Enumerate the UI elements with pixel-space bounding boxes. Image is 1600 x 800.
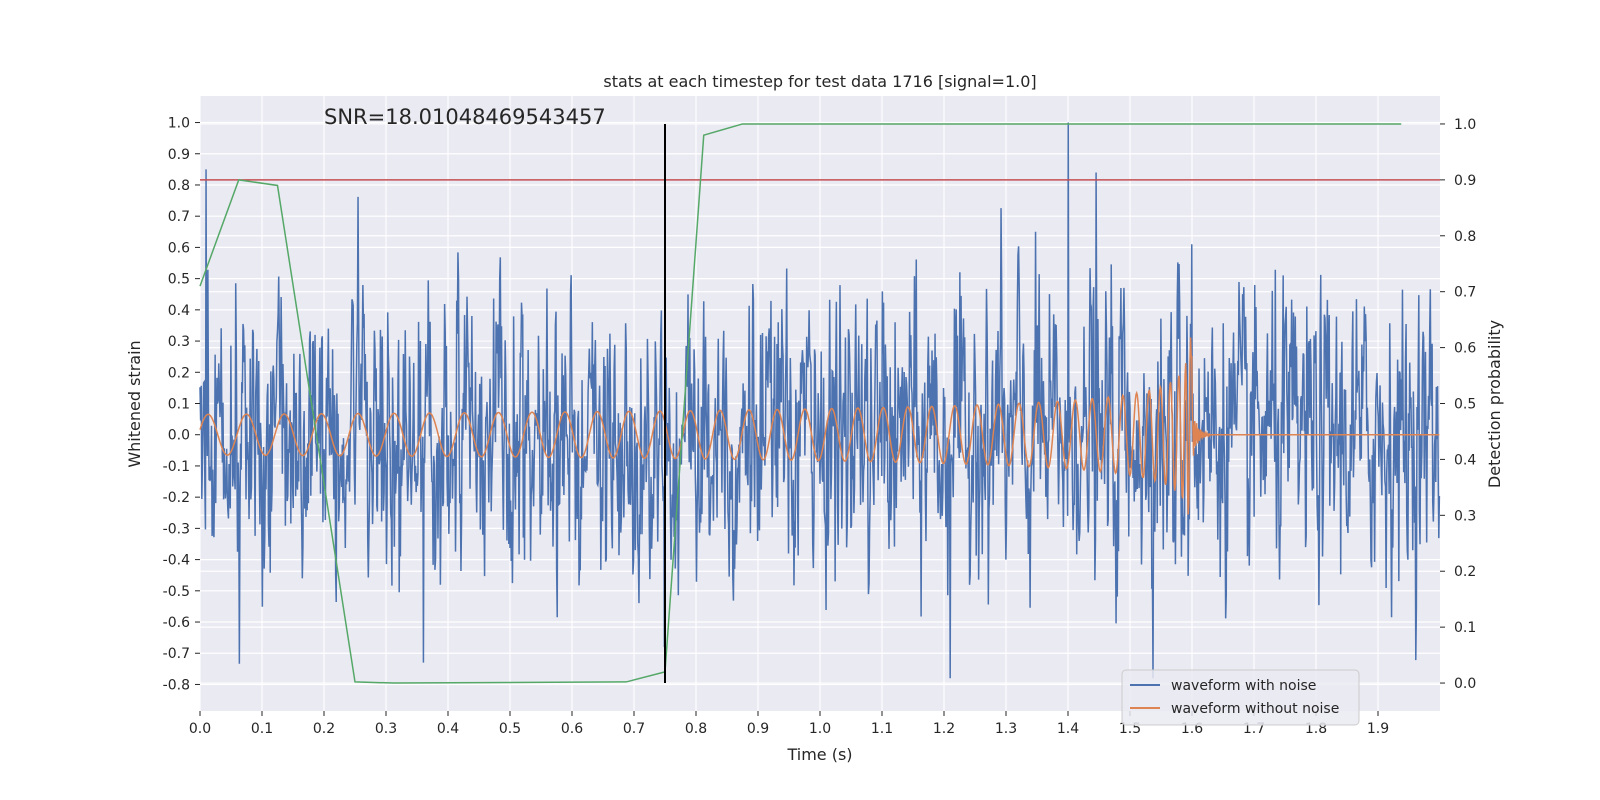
y-tick-label: 0.3	[168, 334, 190, 350]
y-tick-label: 0.8	[168, 178, 190, 194]
y-tick-label: -0.5	[163, 584, 190, 600]
y2-tick-label: 0.7	[1454, 285, 1476, 301]
x-tick-label: 1.1	[871, 721, 893, 737]
x-tick-label: 0.0	[189, 721, 211, 737]
chart-title: stats at each timestep for test data 171…	[603, 72, 1036, 91]
y2-tick-label: 0.6	[1454, 341, 1476, 357]
y-tick-label: 0.6	[168, 240, 190, 256]
y-tick-label: 0.2	[168, 365, 190, 381]
x-tick-label: 1.4	[1057, 721, 1079, 737]
x-tick-label: 1.9	[1367, 721, 1389, 737]
y-tick-label: -0.3	[163, 521, 190, 537]
y2-tick-label: 1.0	[1454, 117, 1476, 133]
y-tick-label: 0.5	[168, 272, 190, 288]
x-tick-label: 0.7	[623, 721, 645, 737]
series-line-waveform-with-noise	[199, 122, 1441, 679]
y-tick-label: 0.1	[168, 397, 190, 413]
y-tick-label: -0.6	[163, 615, 190, 631]
y-tick-label: -0.1	[163, 459, 190, 475]
legend-label-waveform-with-noise: waveform with noise	[1171, 678, 1316, 694]
legend: waveform with noise waveform without noi…	[1121, 669, 1360, 726]
legend-box	[1121, 669, 1360, 726]
y2-tick-label: 0.1	[1454, 620, 1476, 636]
x-tick-label: 0.3	[375, 721, 397, 737]
legend-label-waveform-without-noise: waveform without noise	[1171, 701, 1339, 717]
y-axis-label: Whitened strain	[125, 340, 144, 467]
y-tick-label: 0.4	[168, 303, 190, 319]
y2-tick-label: 0.2	[1454, 564, 1476, 580]
x-tick-label: 0.4	[437, 721, 459, 737]
y2-tick-label: 0.4	[1454, 452, 1476, 468]
x-tick-label: 0.1	[251, 721, 273, 737]
y2-tick-label: 0.0	[1454, 676, 1476, 692]
y-tick-label: -0.8	[163, 677, 190, 693]
series-line-detection-probability	[199, 123, 1402, 684]
snr-annotation: SNR=18.01048469543457	[324, 105, 606, 129]
x-tick-label: 1.3	[995, 721, 1017, 737]
x-tick-label: 0.5	[499, 721, 521, 737]
x-axis-label: Time (s)	[786, 745, 852, 764]
y-tick-label: -0.4	[163, 553, 190, 569]
x-tick-label: 0.9	[747, 721, 769, 737]
x-tick-label: 0.6	[561, 721, 583, 737]
y-tick-label: -0.2	[163, 490, 190, 506]
y2-tick-label: 0.5	[1454, 397, 1476, 413]
y2-tick-label: 0.8	[1454, 229, 1476, 245]
y-tick-label: -0.7	[163, 646, 190, 662]
y-tick-label: 1.0	[168, 116, 190, 132]
y2-axis-label: Detection probability	[1485, 320, 1504, 488]
x-tick-label: 0.8	[685, 721, 707, 737]
series-line-waveform-without-noise	[199, 337, 1440, 515]
x-tick-label: 1.0	[809, 721, 831, 737]
tick-labels: 0.0 0.1 0.2 0.3 0.4 0.5 0.6 0.7 0.8 0.9 1.0 1.1 1.2 1…	[163, 116, 1477, 737]
y-tick-label: 0.0	[168, 428, 190, 444]
x-tick-label: 0.2	[313, 721, 335, 737]
y-tick-label: 0.9	[168, 147, 190, 163]
x-tick-label: 1.2	[933, 721, 955, 737]
y-tick-label: 0.7	[168, 209, 190, 225]
series-layer	[199, 122, 1441, 684]
y2-tick-label: 0.9	[1454, 173, 1476, 189]
y2-tick-label: 0.3	[1454, 508, 1476, 524]
